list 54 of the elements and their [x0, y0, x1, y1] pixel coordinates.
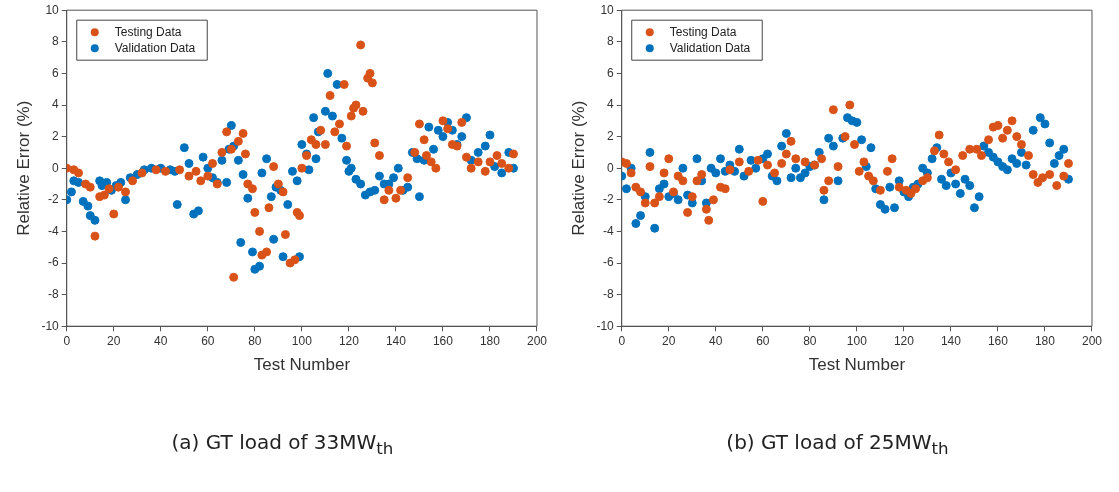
y-tick-label: 6 — [52, 65, 60, 80]
y-axis-title: Relative Error (%) — [13, 100, 33, 236]
y-tick-label: 4 — [52, 97, 60, 112]
x-tick-label: 20 — [662, 333, 676, 348]
y-tick-label: 8 — [52, 34, 60, 49]
x-tick-label: 80 — [248, 333, 262, 348]
y-tick-label: -8 — [603, 286, 615, 301]
x-tick-label: 160 — [432, 333, 454, 348]
y-tick-label: 0 — [52, 160, 60, 175]
y-tick-label: -2 — [603, 192, 615, 207]
x-tick-label: 0 — [63, 333, 71, 348]
x-tick-label: 60 — [201, 333, 215, 348]
y-tick-label: -4 — [48, 223, 60, 238]
y-tick-label: -8 — [48, 286, 60, 301]
y-tick-label: -6 — [603, 255, 615, 270]
y-tick-label: 10 — [45, 2, 60, 17]
x-tick-label: 40 — [154, 333, 168, 348]
y-tick-label: 2 — [607, 128, 615, 143]
text: (a) GT load of 33MW$_{th}$ — [170, 430, 395, 458]
y-tick-label: -4 — [603, 223, 615, 238]
x-tick-label: 20 — [107, 333, 121, 348]
y-tick-label: 8 — [607, 34, 615, 49]
x-tick-label: 60 — [756, 333, 770, 348]
x-tick-label: 80 — [803, 333, 817, 348]
x-tick-label: 120 — [338, 333, 360, 348]
x-tick-label: 140 — [385, 333, 407, 348]
y-tick-label: 6 — [607, 65, 615, 80]
x-tick-label: 100 — [846, 333, 868, 348]
x-axis-title: Test Number — [253, 355, 351, 375]
y-tick-label: -10 — [41, 318, 60, 333]
x-tick-label: 0 — [618, 333, 626, 348]
legend-label: Testing Data — [669, 24, 737, 39]
x-tick-label: 40 — [709, 333, 723, 348]
x-tick-label: 180 — [1034, 333, 1056, 348]
y-tick-label: 10 — [600, 2, 615, 17]
y-axis-title: Relative Error (%) — [568, 100, 588, 236]
y-tick-label: 4 — [607, 97, 615, 112]
legend-label: Validation Data — [114, 40, 196, 55]
x-tick-label: 140 — [940, 333, 962, 348]
x-tick-label: 180 — [479, 333, 501, 348]
y-tick-label: -2 — [48, 192, 60, 207]
y-tick-label: 2 — [52, 128, 60, 143]
y-tick-label: 0 — [607, 160, 615, 175]
x-axis-title: Test Number — [808, 355, 906, 375]
x-tick-label: 160 — [987, 333, 1009, 348]
x-tick-label: 100 — [291, 333, 313, 348]
y-tick-label: -10 — [596, 318, 615, 333]
x-tick-label: 200 — [526, 333, 548, 348]
y-tick-label: -6 — [48, 255, 60, 270]
legend-label: Testing Data — [114, 24, 182, 39]
legend-label: Validation Data — [669, 40, 751, 55]
text: (b) GT load of 25MW$_{th}$ — [725, 430, 950, 458]
x-tick-label: 120 — [893, 333, 915, 348]
x-tick-label: 200 — [1081, 333, 1103, 348]
